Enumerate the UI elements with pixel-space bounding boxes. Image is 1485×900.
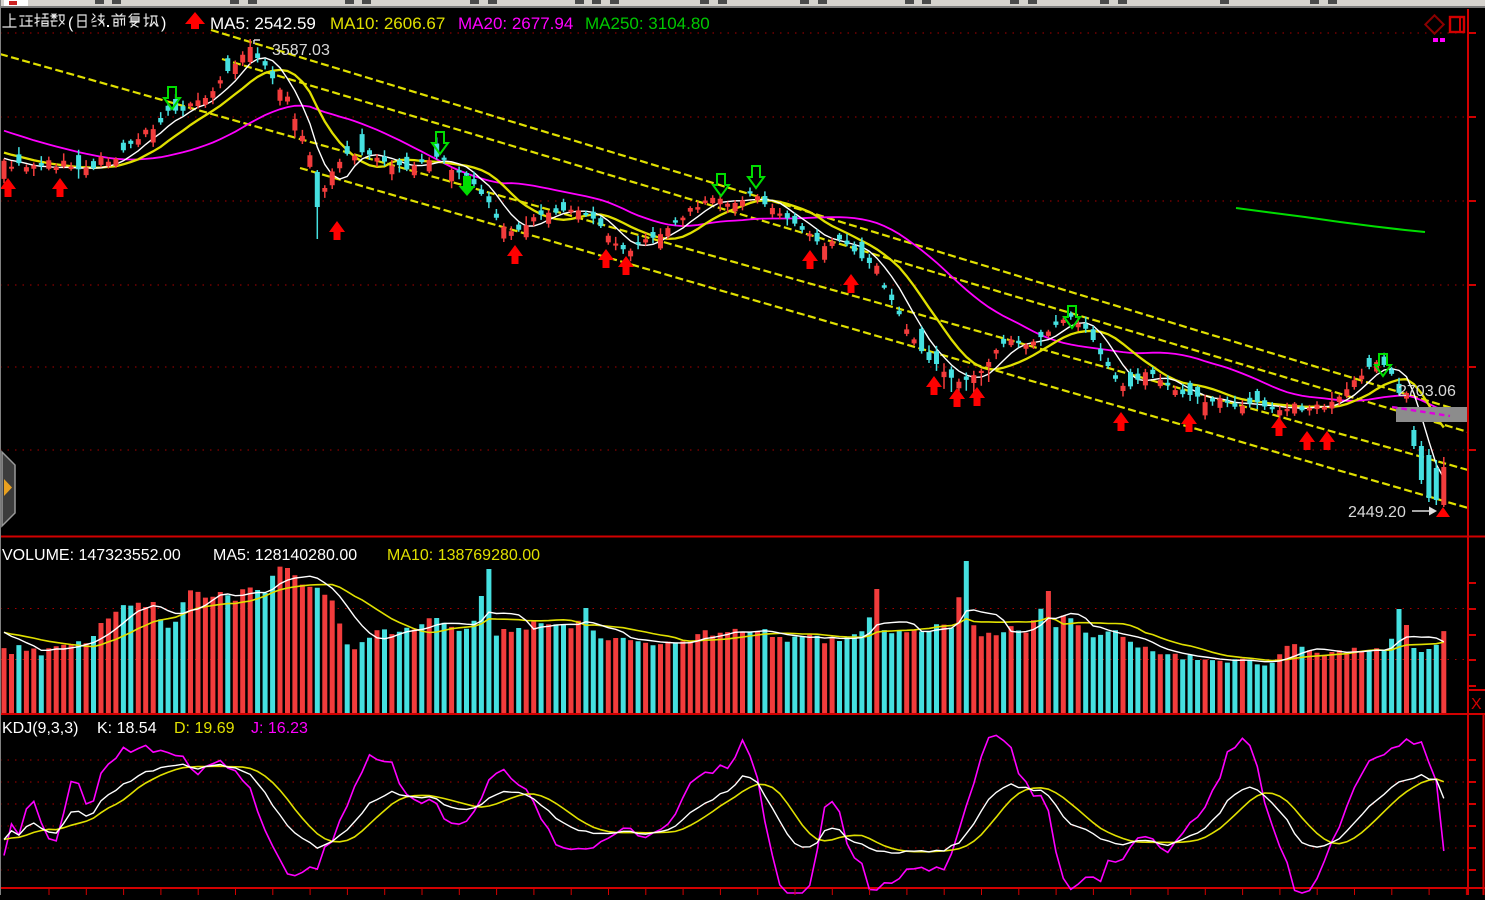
svg-text:KDJ(9,3,3): KDJ(9,3,3) — [2, 720, 78, 737]
svg-text:D: 19.69: D: 19.69 — [174, 720, 235, 737]
svg-text:J: 16.23: J: 16.23 — [251, 720, 308, 737]
svg-text:3587.03: 3587.03 — [272, 42, 330, 59]
svg-text:MA5: 2542.59: MA5: 2542.59 — [210, 14, 316, 33]
svg-text:MA20: 2677.94: MA20: 2677.94 — [458, 14, 573, 33]
svg-text:): ) — [161, 15, 166, 32]
svg-text:2449.20: 2449.20 — [1348, 504, 1406, 521]
svg-text:MA5: 128140280.00: MA5: 128140280.00 — [213, 547, 357, 564]
svg-text:(: ( — [68, 15, 74, 32]
svg-text:MA10: 138769280.00: MA10: 138769280.00 — [387, 547, 540, 564]
svg-text:X: X — [1471, 696, 1482, 713]
svg-text:MA250: 3104.80: MA250: 3104.80 — [585, 14, 710, 33]
svg-text:K: 18.54: K: 18.54 — [97, 720, 157, 737]
svg-text:2703.06: 2703.06 — [1398, 383, 1456, 400]
svg-text:VOLUME: 147323552.00: VOLUME: 147323552.00 — [2, 547, 181, 564]
svg-text:MA10: 2606.67: MA10: 2606.67 — [330, 14, 445, 33]
